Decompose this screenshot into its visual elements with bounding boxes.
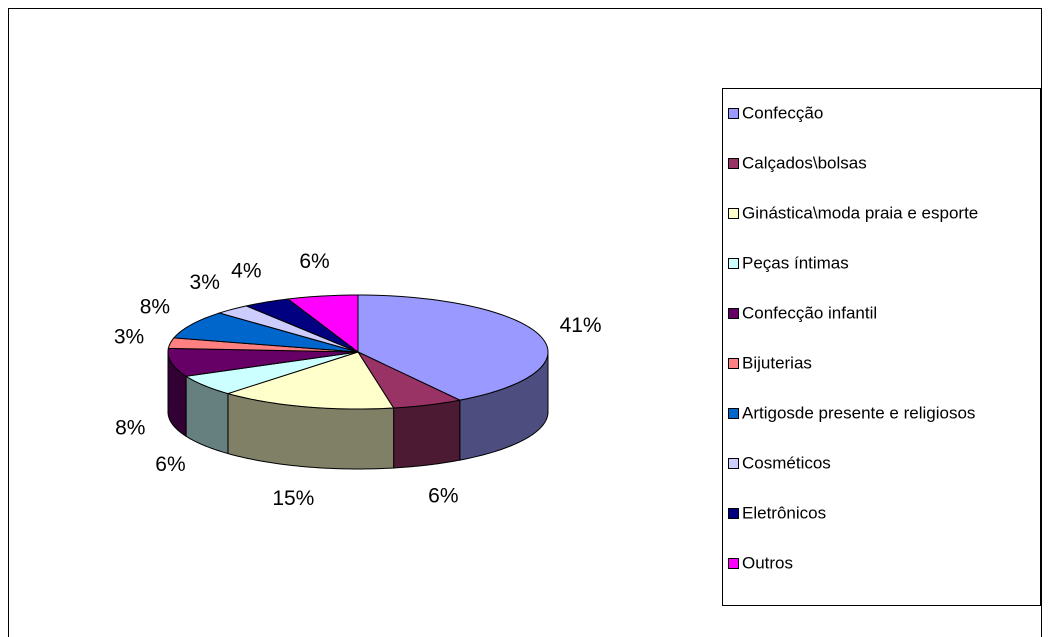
legend-swatch (728, 258, 739, 269)
data-label: 6% (428, 484, 458, 507)
pie-slice (226, 351, 395, 410)
data-label: 41% (560, 314, 602, 337)
legend-swatch (728, 208, 739, 219)
data-label: 8% (140, 296, 170, 319)
legend-swatch (728, 358, 739, 369)
legend-swatch (728, 558, 739, 569)
legend-label: Peças íntimas (742, 253, 849, 272)
pie-slice (356, 350, 462, 409)
legend-label: Artigosde presente e religiosos (742, 403, 975, 422)
data-label: 3% (190, 271, 220, 294)
legend-label: Confecção (742, 103, 823, 122)
data-label: 8% (115, 417, 145, 440)
pie-slice (244, 298, 359, 353)
legend-swatch (728, 508, 739, 519)
legend-label: Cosméticos (742, 453, 831, 472)
data-label: 6% (299, 250, 329, 273)
pie-slice (167, 347, 359, 377)
pie-slice (217, 305, 359, 353)
data-label: 4% (231, 260, 261, 283)
pie-slice (172, 312, 359, 353)
legend-swatch (728, 158, 739, 169)
data-label: 15% (272, 487, 314, 510)
data-label: 3% (114, 325, 144, 348)
legend-swatch (728, 408, 739, 419)
legend-box (722, 88, 1041, 606)
pie-slice (357, 294, 549, 401)
legend-label: Confecção infantil (742, 303, 877, 322)
legend-label: Ginástica\moda praia e esporte (742, 203, 978, 222)
legend-swatch (728, 108, 739, 119)
pie-slice (184, 351, 359, 395)
legend-swatch (728, 458, 739, 469)
data-label: 6% (155, 453, 185, 476)
legend-label: Outros (742, 553, 793, 572)
legend-label: Eletrônicos (742, 503, 826, 522)
pie-side (393, 399, 461, 469)
legend-label: Calçados\bolsas (742, 153, 867, 172)
legend-label: Bijuterias (742, 353, 812, 372)
legend-swatch (728, 308, 739, 319)
pie-slice (286, 294, 359, 354)
